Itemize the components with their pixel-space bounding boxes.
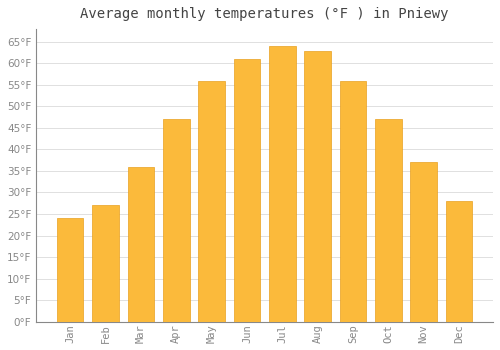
Title: Average monthly temperatures (°F ) in Pniewy: Average monthly temperatures (°F ) in Pn… [80, 7, 449, 21]
Bar [163, 119, 190, 322]
Bar [128, 167, 154, 322]
Bar [410, 162, 437, 322]
Bar [375, 119, 402, 322]
Bar [57, 218, 84, 322]
Bar [198, 80, 225, 322]
Bar [269, 46, 295, 322]
Bar [304, 50, 331, 322]
Bar [234, 59, 260, 322]
Bar [92, 205, 119, 322]
Bar [340, 80, 366, 322]
Bar [446, 201, 472, 322]
